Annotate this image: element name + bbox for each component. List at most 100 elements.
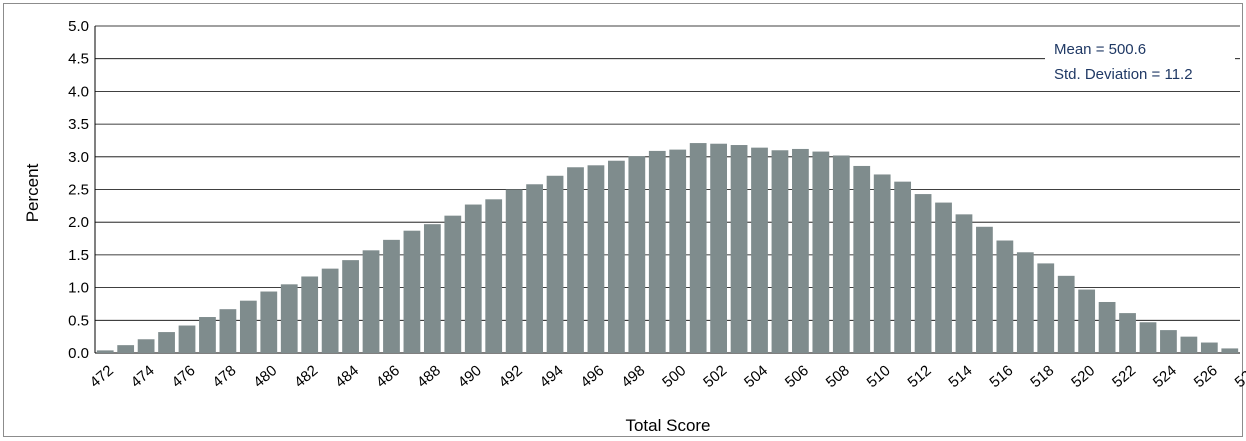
x-tick-label: 494 [537, 362, 567, 391]
bar [423, 224, 441, 353]
x-tick-label: 522 [1109, 362, 1139, 391]
bar [689, 143, 707, 353]
y-tick-label: 4.0 [68, 83, 89, 100]
bar [608, 160, 625, 353]
x-tick-label: 524 [1150, 362, 1180, 391]
bar [669, 149, 687, 353]
bar [199, 317, 216, 353]
y-tick-label: 0.5 [68, 312, 89, 329]
bar [914, 194, 932, 353]
bar [894, 181, 912, 353]
bar [832, 155, 850, 353]
y-tick-labels: 0.0 0.5 1.0 1.5 2.0 2.5 3.0 3.5 4.0 4.5 5.0 [68, 18, 89, 362]
bar [301, 276, 319, 353]
y-tick-label: 1.0 [68, 280, 89, 297]
x-tick-label: 482 [291, 362, 321, 391]
x-tick-label: 478 [209, 362, 239, 391]
x-tick-label: 502 [700, 362, 730, 391]
bar [505, 189, 523, 353]
bar [1057, 275, 1075, 353]
bar [1037, 263, 1055, 353]
bar [1221, 348, 1239, 353]
bar [628, 156, 646, 353]
x-tick-label: 510 [864, 362, 894, 391]
bar [812, 151, 830, 353]
bar [1160, 330, 1177, 353]
bar [976, 226, 993, 353]
x-tick-label: 514 [945, 362, 975, 391]
x-tick-label: 480 [250, 362, 280, 391]
bar [362, 250, 380, 353]
x-tick-label: 518 [1027, 362, 1057, 391]
x-tick-label: 508 [823, 362, 853, 391]
bar [873, 174, 891, 353]
mean-annotation: Mean = 500.6 [1054, 41, 1146, 58]
x-tick-label: 472 [87, 362, 117, 391]
bar [96, 350, 114, 353]
x-axis-title: Total Score [625, 416, 710, 435]
bar [219, 309, 237, 353]
bar [996, 240, 1014, 353]
x-tick-label: 476 [168, 362, 198, 391]
bar [444, 215, 462, 353]
x-tick-labels: 472 474 476 478 480 482 484 486 488 490 492 494 496 4… [87, 362, 1246, 391]
x-tick-label: 520 [1068, 362, 1098, 391]
y-tick-label: 5.0 [68, 18, 89, 35]
bar [955, 214, 973, 353]
x-tick-label: 496 [577, 362, 607, 391]
bar [792, 148, 809, 353]
bar [1098, 301, 1116, 353]
bar [771, 150, 789, 353]
bar [383, 239, 400, 353]
bar [239, 300, 257, 353]
bar [1139, 322, 1157, 353]
y-tick-label: 0.0 [68, 345, 89, 362]
x-tick-label: 486 [373, 362, 403, 391]
bar [546, 175, 564, 353]
y-tick-label: 1.5 [68, 247, 89, 264]
bar [935, 202, 952, 353]
legend-box [1045, 35, 1235, 90]
bar [342, 260, 359, 353]
bar [1078, 289, 1096, 353]
bar [178, 325, 196, 353]
bar [321, 268, 339, 353]
y-tick-label: 2.5 [68, 182, 89, 199]
bar [1200, 342, 1218, 353]
x-tick-label: 506 [782, 362, 812, 391]
x-tick-label: 516 [986, 362, 1016, 391]
y-axis-title: Percent [23, 163, 42, 222]
bar [751, 147, 768, 353]
bars [96, 143, 1239, 353]
bar [137, 339, 155, 353]
bar [1119, 313, 1136, 353]
bar [403, 230, 421, 353]
x-tick-label: 490 [455, 362, 485, 391]
bar [280, 284, 298, 353]
bar [117, 345, 135, 353]
bar [730, 145, 748, 353]
x-tick-label: 474 [128, 362, 158, 391]
x-tick-label: 498 [618, 362, 648, 391]
x-tick-label: 484 [332, 362, 362, 391]
bar [853, 165, 871, 353]
bar [260, 291, 278, 353]
bar [648, 150, 666, 353]
std-deviation-annotation: Std. Deviation = 11.2 [1054, 66, 1193, 83]
bar [587, 165, 605, 353]
x-tick-label: 500 [659, 362, 689, 391]
x-tick-label: 504 [741, 362, 771, 391]
bar [710, 143, 727, 353]
bar [1016, 252, 1034, 353]
bar [464, 204, 482, 353]
x-tick-label: 492 [496, 362, 526, 391]
y-tick-label: 2.0 [68, 214, 89, 231]
bar [1180, 336, 1198, 353]
bar [485, 199, 503, 353]
y-tick-label: 3.5 [68, 116, 89, 133]
bar [158, 332, 175, 353]
x-tick-label: 512 [905, 362, 935, 391]
x-tick-label: 526 [1191, 362, 1221, 391]
y-tick-label: 3.0 [68, 149, 89, 166]
